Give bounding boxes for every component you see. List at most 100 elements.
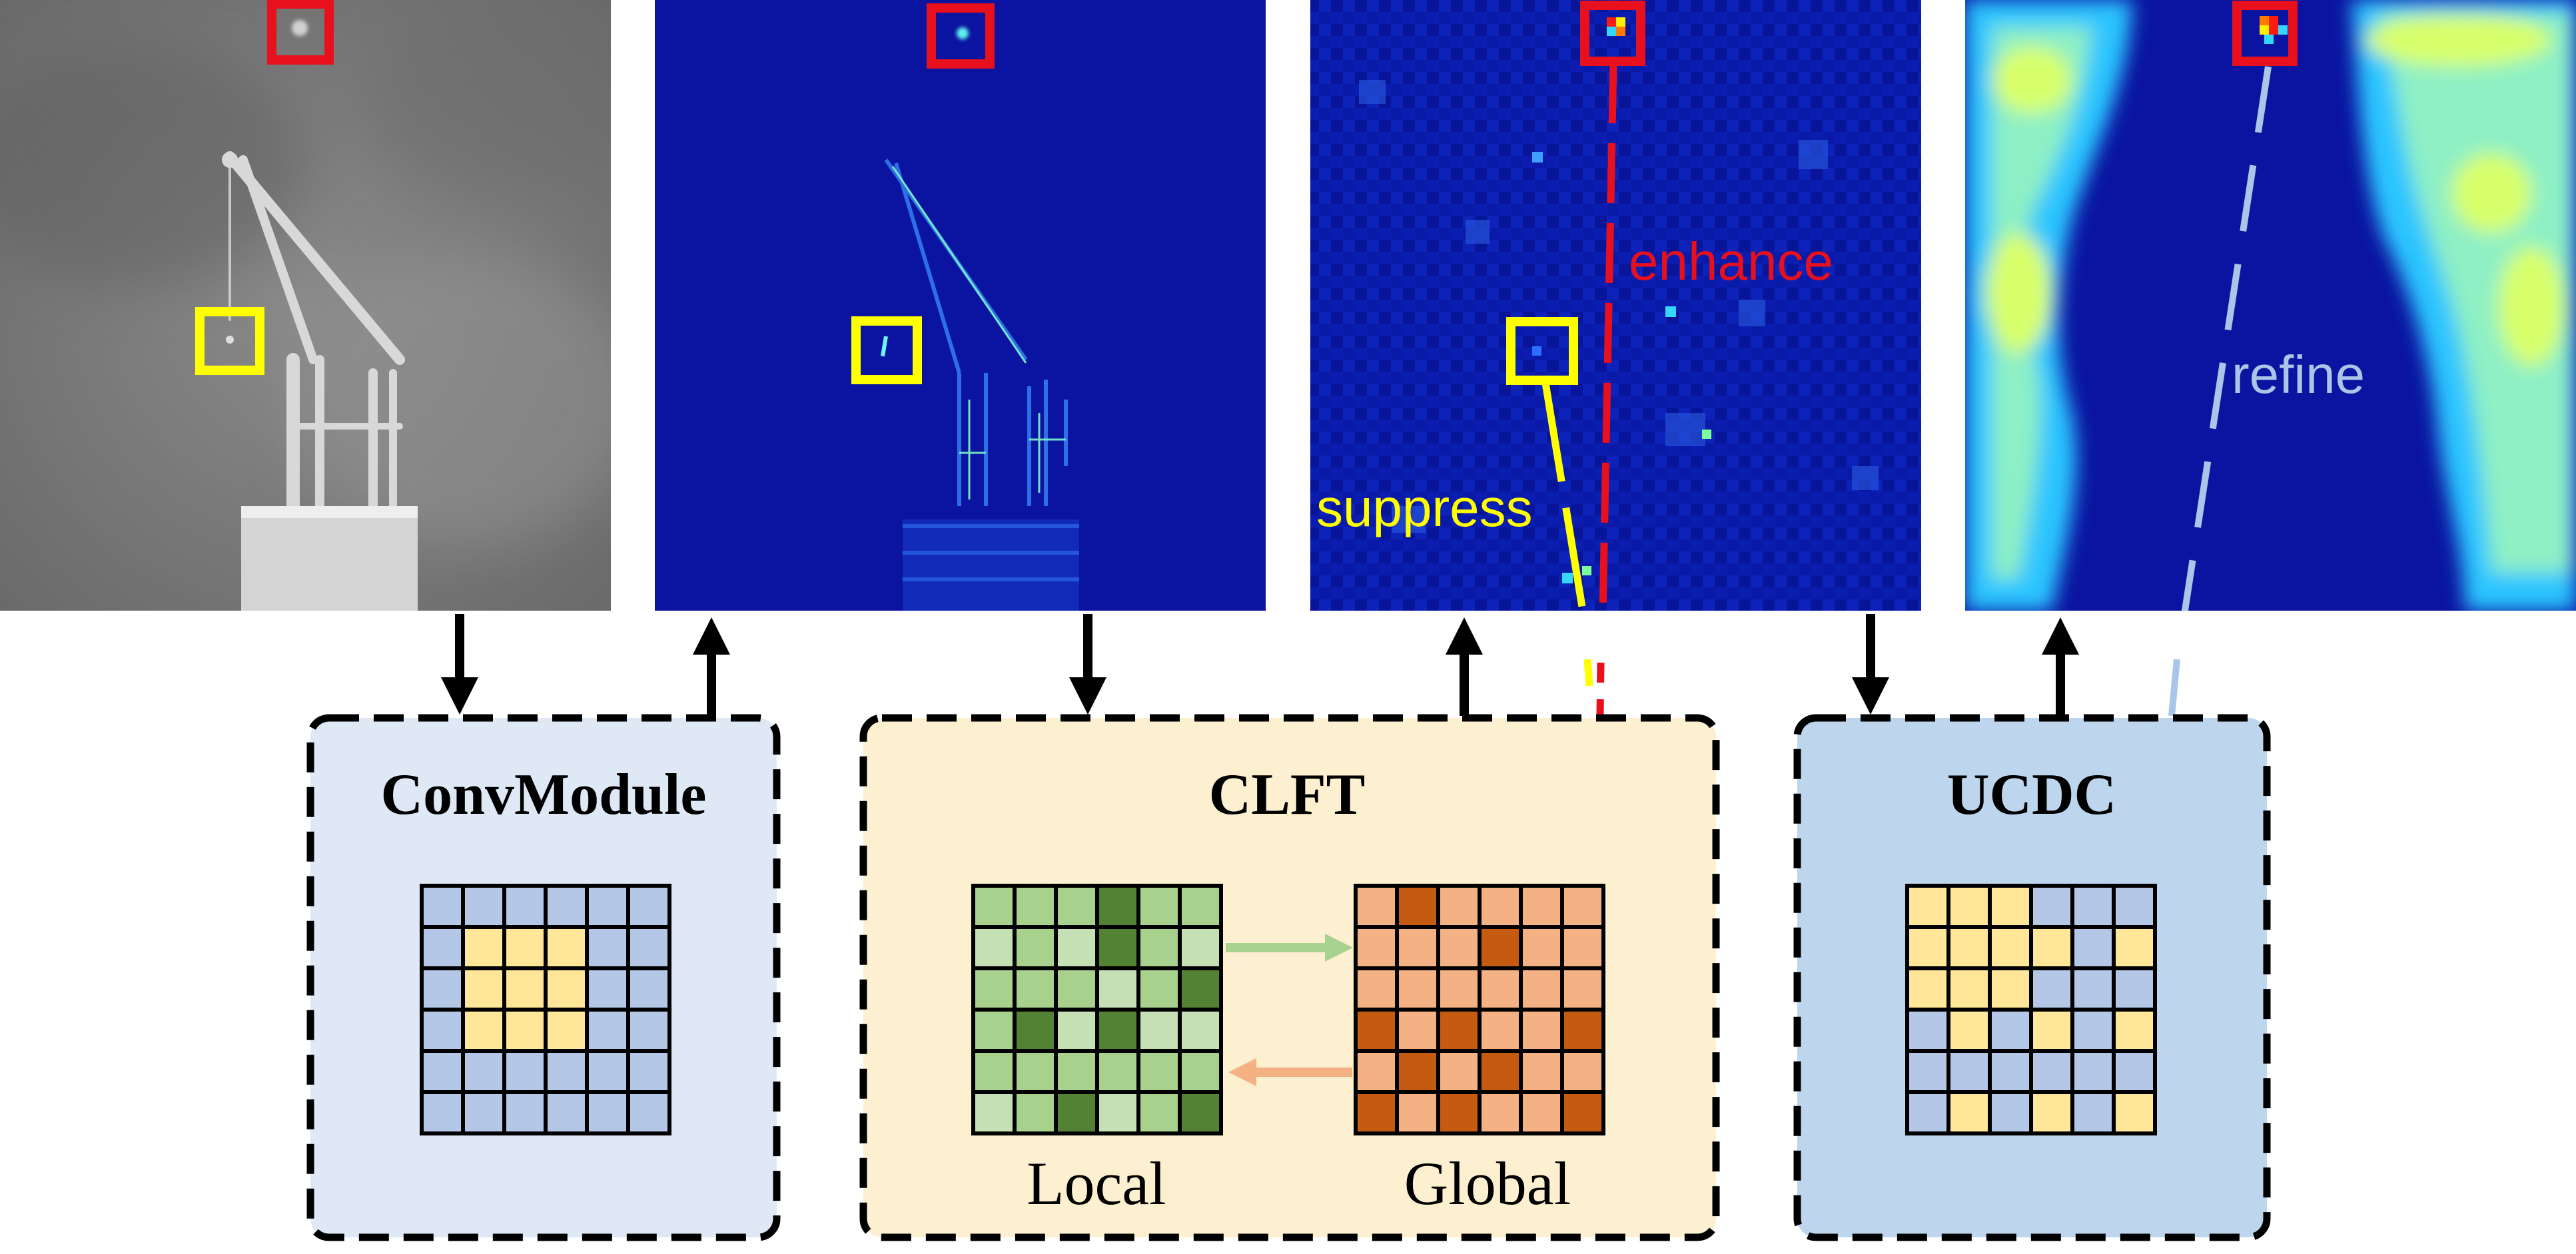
clft-global-grid [1354,884,1605,1135]
grid-cell [1013,1008,1058,1053]
grid-cell [626,884,671,929]
grid-cell [420,884,465,929]
grid-cell [1436,884,1482,929]
grid-cell [1395,884,1440,929]
grid-cell [1054,884,1099,929]
input-image-panel [0,0,611,611]
grid-cell [2070,966,2116,1012]
grid-cell [1395,1090,1440,1135]
grid-cell [1946,1090,1992,1135]
grid-cell [1178,1049,1223,1094]
grid-cell [2070,884,2116,929]
local-label: Local [1027,1149,1166,1217]
grid-cell [1519,884,1564,929]
grid-cell [1095,1049,1140,1094]
grid-cell [2112,1090,2157,1135]
grid-cell [1905,884,1950,929]
grid-cell [1905,1008,1950,1053]
grid-cell [461,1090,506,1135]
grid-cell [626,1090,671,1135]
grid-cell [1988,1008,2033,1053]
grid-cell [2070,1008,2116,1053]
grid-cell [461,925,506,970]
grid-cell [544,1090,589,1135]
suppress-line [1541,382,1587,611]
grid-cell [1436,1090,1482,1135]
grid-cell [502,884,548,929]
grid-cell [420,1008,465,1053]
grid-cell [1136,1008,1182,1053]
grid-cell [585,925,630,970]
ucdc-block: UCDC [1793,714,2271,1241]
grid-cell [1478,1049,1523,1094]
clft-local-grid [971,884,1223,1135]
grid-cell [461,884,506,929]
grid-cell [1354,1008,1399,1053]
grid-cell [1478,1008,1523,1053]
grid-cell [1054,1049,1099,1094]
grid-cell [1136,925,1182,970]
grid-cell [2112,966,2157,1012]
grid-cell [461,966,506,1012]
grid-cell [2112,1008,2157,1053]
building-top [241,506,418,611]
grid-cell [2029,966,2074,1012]
grid-cell [1354,925,1399,970]
grid-cell [1988,1090,2033,1135]
grid-cell [1013,1049,1058,1094]
grid-cell [1178,966,1223,1012]
grid-cell [1013,884,1058,929]
grid-cell [2029,1090,2074,1135]
grid-cell [544,966,589,1012]
grid-cell [585,1049,630,1094]
grid-cell [1136,966,1182,1012]
grid-cell [1054,1008,1099,1053]
grid-cell [1946,966,1992,1012]
flow-arrows [441,614,2079,716]
grid-cell [2070,1049,2116,1094]
grid-cell [1436,925,1482,970]
grid-cell [1136,884,1182,929]
grid-cell [1478,1090,1523,1135]
red-target-box [2232,1,2298,66]
yellow-distractor-box [1506,317,1578,385]
grid-cell [1988,884,2033,929]
grid-cell [1013,925,1058,970]
grid-cell [1560,966,1605,1012]
grid-cell [585,966,630,1012]
grid-cell [1354,1049,1399,1094]
grid-cell [1946,1049,1992,1094]
grid-cell [971,925,1017,970]
grid-cell [420,925,465,970]
grid-cell [420,1049,465,1094]
grid-cell [1395,1049,1440,1094]
grid-cell [1395,966,1440,1012]
grid-cell [626,1049,671,1094]
grid-cell [1054,966,1099,1012]
grid-cell [1013,966,1058,1012]
grid-cell [1560,925,1605,970]
enhance-label: enhance [1629,232,1833,291]
grid-cell [1519,1049,1564,1094]
grid-cell [1095,966,1140,1012]
enhance-line [1599,63,1617,611]
refine-line [2181,66,2272,611]
grid-cell [1436,966,1482,1012]
grid-cell [1560,1090,1605,1135]
grid-cell [1136,1090,1182,1135]
grid-cell [1478,884,1523,929]
grid-cell [1905,1049,1950,1094]
grid-cell [1946,884,1992,929]
grid-cell [1519,966,1564,1012]
grid-cell [544,1008,589,1053]
grid-cell [1988,966,2033,1012]
grid-cell [502,1049,548,1094]
red-target-box [267,0,334,65]
grid-cell [1478,925,1523,970]
grid-cell [1946,1008,1992,1053]
grid-cell [1905,966,1950,1012]
suppress-label: suppress [1316,478,1533,537]
grid-cell [1436,1008,1482,1053]
grid-cell [1478,966,1523,1012]
